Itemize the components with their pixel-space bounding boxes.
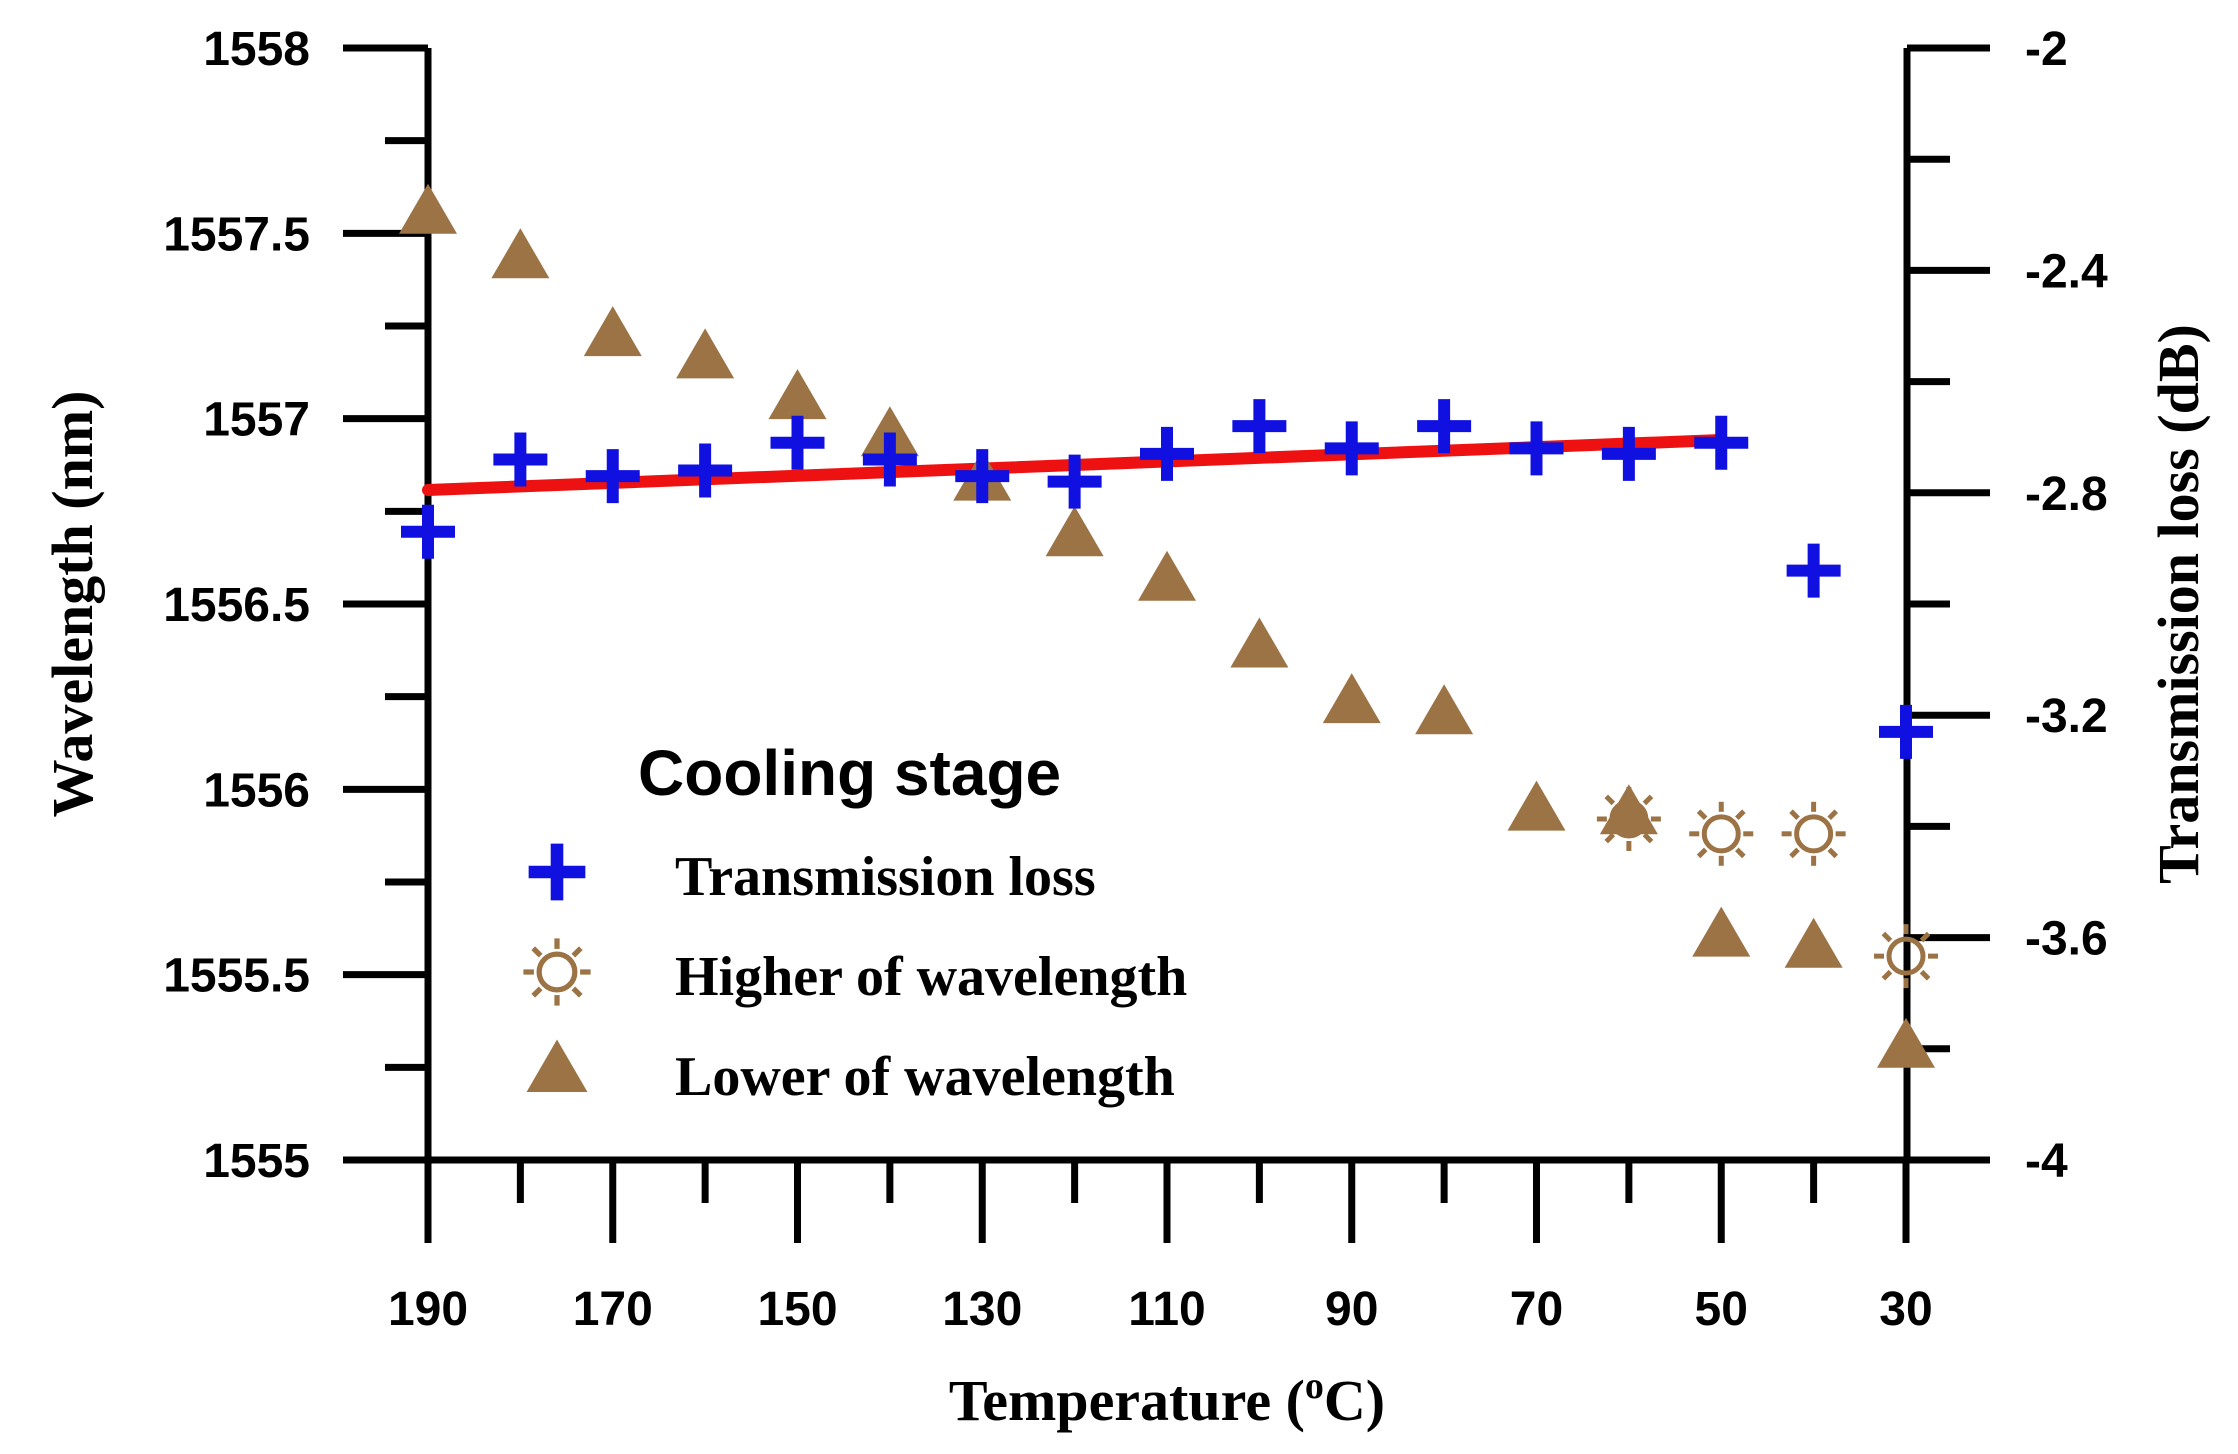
y2-tick-label: -3.6	[2025, 913, 2108, 966]
triangle-marker	[1784, 917, 1843, 968]
x-tick-label: 110	[1128, 1283, 1205, 1336]
plus-marker	[493, 432, 548, 487]
legend-label: Higher of wavelength	[675, 946, 1187, 1008]
legend: Cooling stage Transmission loss Higher of…	[523, 737, 1187, 1108]
x-tick-label: 30	[1879, 1283, 1932, 1336]
x-tick-label: 170	[573, 1283, 653, 1336]
triangle-marker	[399, 183, 457, 234]
x-axis-ticks: 190 170 150 130 110 90 70 50 30	[388, 1160, 1933, 1336]
plus-marker	[1324, 421, 1379, 476]
legend-label: Lower of wavelength	[675, 1046, 1175, 1108]
data-marks	[399, 183, 1938, 1068]
y-axis-title: Wavelength (nm)	[40, 391, 105, 818]
sun-marker	[1874, 924, 1938, 989]
triangle-marker	[1692, 906, 1751, 957]
y2-axis-title: Transmission loss (dB)	[2146, 324, 2211, 884]
plus-marker	[678, 443, 733, 498]
sun-marker	[523, 938, 591, 1006]
plus-marker	[1601, 426, 1656, 481]
x-axis-title: Temperature (oC)	[949, 1365, 1385, 1433]
y2-tick-label: -2.8	[2025, 468, 2108, 521]
y2-tick-label: -2	[2025, 23, 2068, 76]
plus-marker	[862, 432, 917, 487]
y-tick-label: 1557	[203, 394, 310, 447]
x-tick-label: 130	[942, 1283, 1022, 1336]
plus-marker	[528, 843, 586, 901]
y-tick-label: 1556	[203, 764, 310, 817]
triangle-marker	[768, 369, 827, 420]
y2-tick-label: -2.4	[2025, 245, 2108, 298]
plus-marker	[1786, 543, 1841, 598]
plus-marker	[1417, 399, 1472, 454]
plus-marker	[955, 449, 1010, 504]
triangle-marker	[1507, 780, 1566, 831]
plus-marker	[1232, 399, 1287, 454]
x-tick-label: 70	[1510, 1283, 1563, 1336]
triangle-marker	[1230, 617, 1289, 668]
y2-axis-ticks: -4 -3.6 -3.2 -2.8 -2.4 -2	[1907, 23, 2108, 1188]
sun-marker	[1689, 801, 1754, 866]
plus-marker	[1509, 421, 1564, 476]
triangle-marker	[583, 306, 642, 357]
triangle-marker	[526, 1039, 588, 1092]
triangle-marker	[676, 328, 735, 379]
plus-marker	[1047, 454, 1102, 509]
plus-marker	[1694, 415, 1749, 470]
triangle-marker	[1045, 506, 1104, 557]
triangle-marker	[491, 228, 550, 279]
triangle-marker	[1415, 684, 1474, 735]
plus-marker	[401, 504, 455, 559]
y-tick-label: 1557.5	[163, 208, 310, 261]
y2-tick-label: -3.2	[2025, 690, 2108, 743]
plus-marker	[1140, 426, 1194, 481]
x-tick-label: 90	[1325, 1283, 1378, 1336]
x-tick-label: 50	[1695, 1283, 1748, 1336]
y-tick-label: 1555	[203, 1135, 310, 1188]
x-tick-label: 150	[757, 1283, 837, 1336]
plus-marker	[770, 415, 825, 470]
y-tick-label: 1558	[203, 23, 310, 76]
triangle-marker	[860, 406, 919, 457]
y-tick-label: 1555.5	[163, 950, 310, 1003]
triangle-marker	[1322, 673, 1381, 724]
plus-marker	[585, 449, 640, 504]
y-tick-label: 1556.5	[163, 579, 310, 632]
triangle-marker	[1877, 1017, 1935, 1068]
legend-items: Transmission loss Higher of wavelength Low…	[523, 843, 1187, 1108]
legend-label: Transmission loss	[675, 846, 1096, 908]
sun-marker	[1781, 801, 1846, 866]
x-tick-label: 190	[388, 1283, 468, 1336]
plus-marker	[1879, 704, 1933, 759]
y-axis-ticks: 1555 1555.5 1556 1556.5 1557 1557.5 1558	[163, 23, 428, 1188]
y2-tick-label: -4	[2025, 1135, 2068, 1188]
sun-marker	[1596, 786, 1661, 851]
legend-title: Cooling stage	[638, 737, 1061, 809]
triangle-marker	[1138, 550, 1196, 601]
